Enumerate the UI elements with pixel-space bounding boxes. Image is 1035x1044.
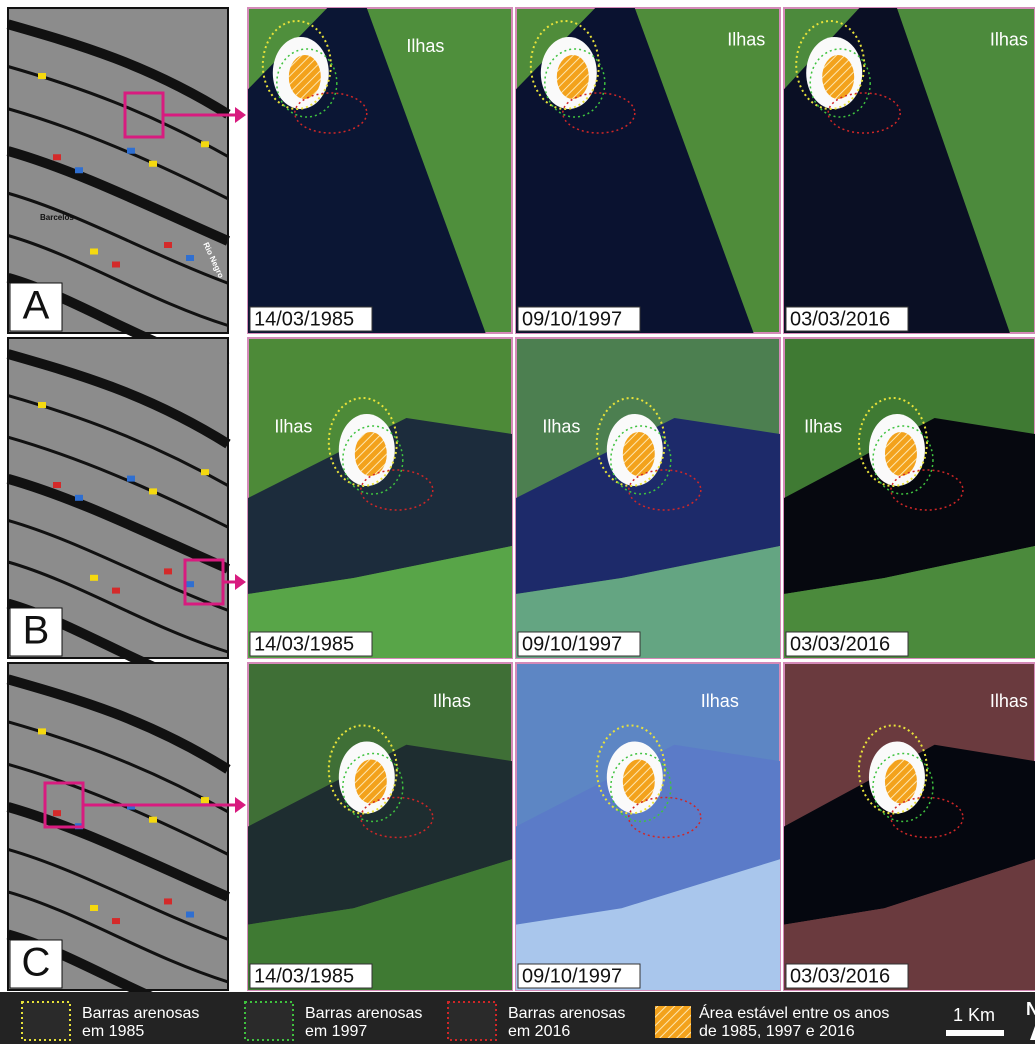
island-label: Ilhas bbox=[274, 416, 312, 436]
sandbar-marker bbox=[90, 905, 98, 911]
sandbar-marker bbox=[75, 167, 83, 173]
date-label: 09/10/1997 bbox=[522, 965, 622, 987]
legend-swatch bbox=[655, 1006, 691, 1038]
sandbar-marker bbox=[53, 154, 61, 160]
sandbar-marker bbox=[149, 161, 157, 167]
sandbar-marker bbox=[149, 488, 157, 494]
date-label: 03/03/2016 bbox=[790, 965, 890, 987]
sandbar-marker bbox=[38, 728, 46, 734]
sandbar-marker bbox=[38, 402, 46, 408]
island-label: Ilhas bbox=[701, 691, 739, 711]
island-label: Ilhas bbox=[727, 29, 765, 49]
date-label: 09/10/1997 bbox=[522, 633, 622, 655]
sandbar-marker bbox=[127, 476, 135, 482]
sandbar-marker bbox=[112, 262, 120, 268]
legend-text: de 1985, 1997 e 2016 bbox=[699, 1023, 855, 1040]
sandbar-marker bbox=[90, 575, 98, 581]
island-label: Ilhas bbox=[433, 691, 471, 711]
north-label: N bbox=[1026, 999, 1035, 1019]
sandbar-marker bbox=[127, 148, 135, 154]
sandbar-marker bbox=[164, 568, 172, 574]
sandbar-marker bbox=[53, 810, 61, 816]
date-label: 14/03/1985 bbox=[254, 308, 354, 330]
legend-swatch bbox=[245, 1002, 293, 1040]
sandbar-marker bbox=[90, 249, 98, 255]
stable-area bbox=[885, 432, 917, 476]
island-label: Ilhas bbox=[804, 416, 842, 436]
sandbar-marker bbox=[112, 588, 120, 594]
sandbar-marker bbox=[112, 918, 120, 924]
stable-area bbox=[289, 55, 321, 99]
stable-area bbox=[557, 55, 589, 99]
date-label: 03/03/2016 bbox=[790, 633, 890, 655]
island-label: Ilhas bbox=[406, 36, 444, 56]
island-label: Ilhas bbox=[542, 416, 580, 436]
sandbar-marker bbox=[164, 242, 172, 248]
island-label: Ilhas bbox=[990, 691, 1028, 711]
inset-arrowhead bbox=[235, 797, 246, 813]
legend-text: em 2016 bbox=[508, 1023, 570, 1040]
legend-swatch bbox=[22, 1002, 70, 1040]
stable-area bbox=[885, 759, 917, 803]
sandbar-marker bbox=[186, 912, 194, 918]
legend-text: Barras arenosas bbox=[82, 1005, 199, 1022]
sandbar-marker bbox=[201, 141, 209, 147]
scale-bar bbox=[946, 1030, 1004, 1036]
legend-text: Barras arenosas bbox=[508, 1005, 625, 1022]
row-label: A bbox=[23, 284, 50, 328]
legend-text: em 1985 bbox=[82, 1023, 144, 1040]
inset-arrowhead bbox=[235, 574, 246, 590]
figure: ABarcelosRio NegroIlhas14/03/1985Ilhas09… bbox=[0, 0, 1035, 1044]
date-label: 14/03/1985 bbox=[254, 633, 354, 655]
sandbar-marker bbox=[186, 581, 194, 587]
sandbar-marker bbox=[149, 817, 157, 823]
page: ABarcelosRio NegroIlhas14/03/1985Ilhas09… bbox=[0, 0, 1035, 1044]
island-label: Ilhas bbox=[990, 29, 1028, 49]
overview-label: Barcelos bbox=[40, 213, 74, 222]
sandbar-marker bbox=[164, 898, 172, 904]
legend-swatch bbox=[448, 1002, 496, 1040]
sandbar-marker bbox=[201, 469, 209, 475]
legend-text: em 1997 bbox=[305, 1023, 367, 1040]
stable-area bbox=[355, 759, 387, 803]
stable-area bbox=[822, 55, 854, 99]
sandbar-marker bbox=[201, 797, 209, 803]
row-label: B bbox=[23, 609, 50, 653]
legend-text: Barras arenosas bbox=[305, 1005, 422, 1022]
inset-arrowhead bbox=[235, 107, 246, 123]
stable-area bbox=[623, 759, 655, 803]
row-label: C bbox=[22, 941, 51, 985]
stable-area bbox=[355, 432, 387, 476]
sandbar-marker bbox=[53, 482, 61, 488]
scale-label: 1 Km bbox=[953, 1005, 995, 1025]
stable-area bbox=[623, 432, 655, 476]
date-label: 09/10/1997 bbox=[522, 308, 622, 330]
date-label: 03/03/2016 bbox=[790, 308, 890, 330]
sandbar-marker bbox=[75, 495, 83, 501]
legend-text: Área estável entre os anos bbox=[699, 1003, 889, 1022]
sandbar-marker bbox=[186, 255, 194, 261]
sandbar-marker bbox=[38, 73, 46, 79]
date-label: 14/03/1985 bbox=[254, 965, 354, 987]
